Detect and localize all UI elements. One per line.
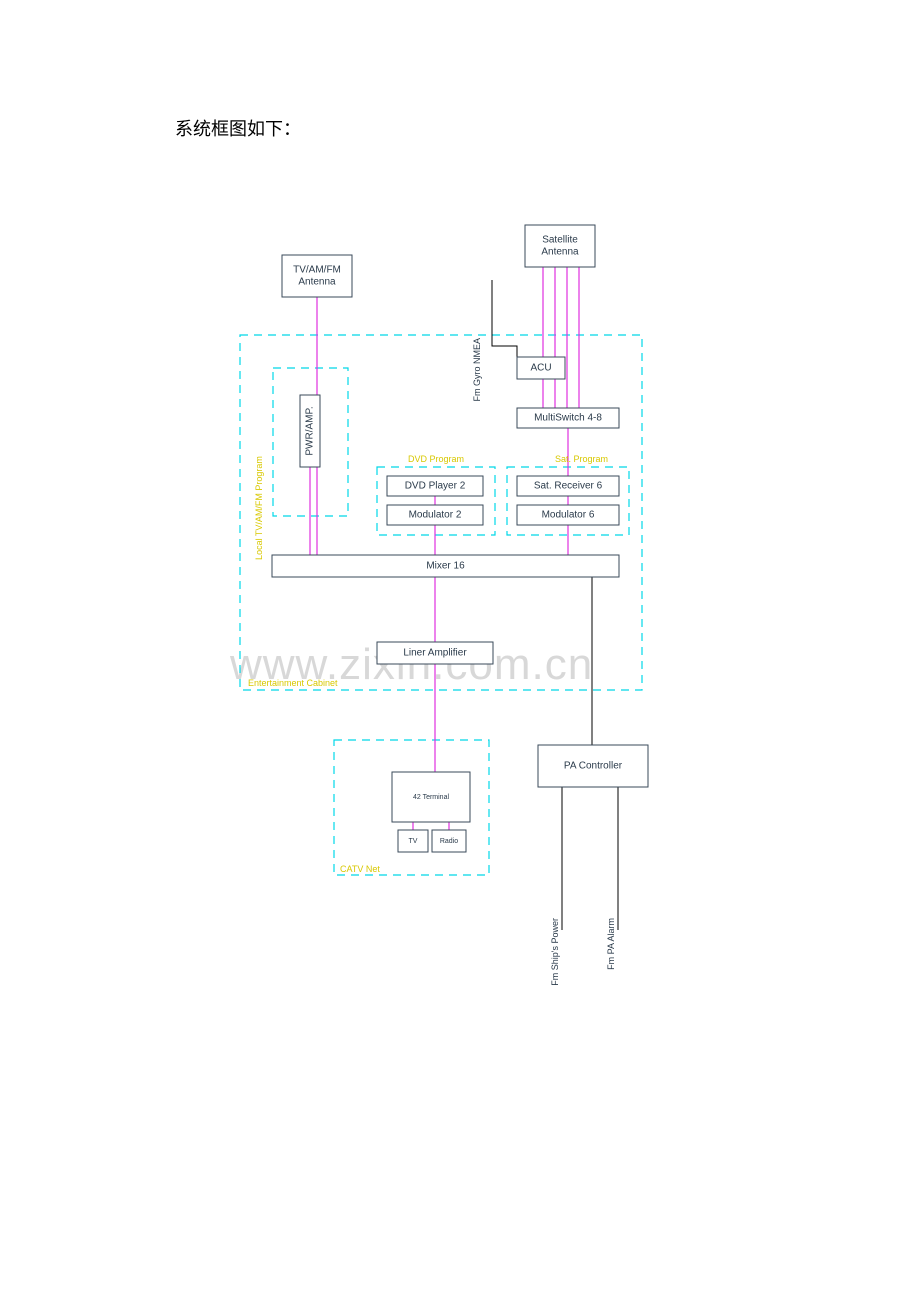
group-label-local_label: Local TV/AM/FM Program <box>254 456 264 560</box>
wire-black <box>492 280 517 357</box>
box-label-tv_box: TV <box>409 838 418 845</box>
annotation-gyro: Fm Gyro NMEA <box>472 338 482 402</box>
box-label-acu: ACU <box>530 363 551 374</box>
box-label-terminal: 42 Terminal <box>413 794 450 801</box>
box-label-tv_antenna: TV/AM/FM <box>293 265 341 276</box>
box-label-tv_antenna: Antenna <box>298 277 336 288</box>
box-label-pwramp: PWR/AMP. <box>305 406 316 455</box>
box-label-modulator2: Modulator 2 <box>409 510 462 521</box>
annotation-alarm: Fm PA Alarm <box>606 918 616 970</box>
group-label-cabinet_label: Entertainment Cabinet <box>248 678 338 688</box>
box-label-sat_antenna: Satellite <box>542 235 578 246</box>
annotation-power: Fm Ship's Power <box>550 918 560 986</box>
box-label-sat_receiver: Sat. Receiver 6 <box>534 481 603 492</box>
group-label-catv_label: CATV Net <box>340 864 380 874</box>
box-label-multiswitch: MultiSwitch 4-8 <box>534 413 602 424</box>
box-label-radio_box: Radio <box>440 838 458 845</box>
box-label-mixer: Mixer 16 <box>426 561 465 572</box>
group-label-sat_label: Sat. Program <box>555 454 608 464</box>
box-label-liner_amp: Liner Amplifier <box>403 648 467 659</box>
system-diagram: SatelliteAntennaTV/AM/FMAntennaACUMultiS… <box>0 0 920 1302</box>
group-label-dvd_label: DVD Program <box>408 454 464 464</box>
box-label-dvd_player: DVD Player 2 <box>405 481 466 492</box>
box-label-sat_antenna: Antenna <box>541 247 579 258</box>
box-label-pa_controller: PA Controller <box>564 761 623 772</box>
box-label-modulator6: Modulator 6 <box>542 510 595 521</box>
